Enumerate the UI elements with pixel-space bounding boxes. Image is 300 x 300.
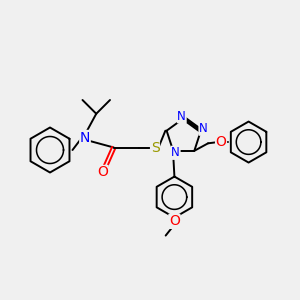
Text: O: O [169, 214, 180, 228]
Text: S: S [151, 140, 159, 154]
Text: N: N [199, 122, 208, 135]
Text: O: O [216, 135, 226, 149]
Text: N: N [177, 110, 186, 123]
Text: N: N [80, 130, 90, 145]
Text: N: N [171, 146, 180, 159]
Text: O: O [97, 166, 108, 179]
